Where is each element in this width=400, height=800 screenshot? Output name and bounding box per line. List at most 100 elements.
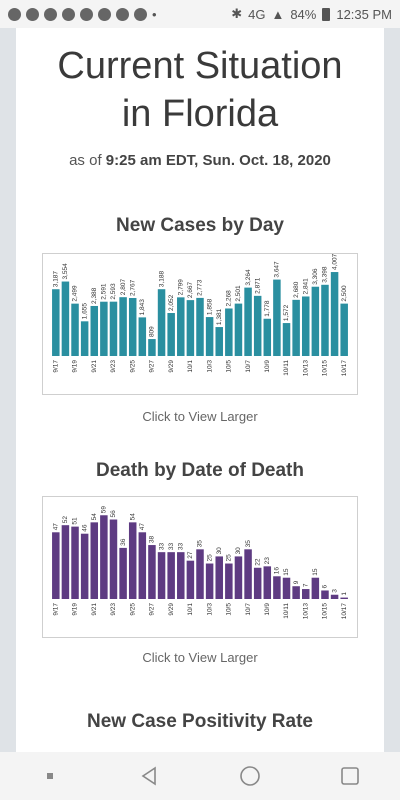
title-line-1: Current Situation bbox=[57, 45, 343, 87]
data-label-9/24: 36 bbox=[120, 538, 127, 546]
bar-10/3 bbox=[205, 317, 214, 356]
deaths-click-link[interactable]: Click to View Larger bbox=[142, 650, 258, 665]
bar-10/15 bbox=[321, 284, 329, 356]
bar-10/6 bbox=[234, 303, 243, 356]
data-label-10/14: 3,306 bbox=[312, 268, 319, 285]
new-cases-title: New Cases by Day bbox=[116, 215, 284, 236]
as-of-prefix: as of bbox=[69, 152, 106, 169]
bar-9/22 bbox=[100, 301, 108, 356]
data-label-10/7: 3,264 bbox=[245, 269, 252, 286]
data-label-10/11: 15 bbox=[283, 568, 290, 576]
overview-icon bbox=[341, 767, 359, 785]
bar-10/10 bbox=[273, 576, 281, 599]
system-indicators: ✱ 4G ▲ 84% 12:35 PM bbox=[231, 6, 392, 22]
data-label-9/20: 46 bbox=[81, 524, 88, 532]
x-tick-label-9/25: 9/25 bbox=[129, 360, 136, 373]
x-tick-label-9/17: 9/17 bbox=[53, 360, 60, 373]
data-label-9/24: 2,807 bbox=[120, 279, 127, 296]
bar-10/5 bbox=[225, 563, 233, 599]
x-tick-label-10/15: 10/15 bbox=[322, 360, 329, 377]
x-tick-label-10/3: 10/3 bbox=[206, 360, 213, 373]
data-label-9/26: 1,843 bbox=[139, 299, 146, 316]
bar-10/5 bbox=[225, 308, 233, 356]
app-icon bbox=[8, 7, 21, 21]
bar-10/9 bbox=[263, 318, 272, 356]
bar-10/16 bbox=[330, 594, 339, 599]
back-button[interactable] bbox=[130, 756, 170, 796]
bar-9/21 bbox=[90, 305, 99, 356]
bar-10/3 bbox=[205, 563, 214, 599]
x-tick-label-10/9: 10/9 bbox=[264, 603, 271, 616]
chrome-icon bbox=[98, 7, 111, 21]
bar-10/11 bbox=[282, 323, 291, 356]
bar-10/17 bbox=[340, 597, 348, 599]
bar-10/12 bbox=[292, 299, 300, 356]
home-button[interactable] bbox=[230, 756, 270, 796]
data-label-9/27: 809 bbox=[149, 326, 156, 337]
data-label-9/21: 54 bbox=[91, 513, 98, 521]
bar-9/23 bbox=[109, 519, 118, 599]
x-tick-label-10/11: 10/11 bbox=[283, 603, 290, 619]
data-label-10/3: 1,858 bbox=[206, 298, 213, 315]
data-label-10/16: 3 bbox=[331, 589, 338, 593]
data-label-10/4: 1,381 bbox=[216, 308, 223, 325]
bar-9/26 bbox=[138, 532, 147, 599]
data-label-10/7: 35 bbox=[245, 540, 252, 548]
new-cases-chart[interactable]: 3,187 3,554 2,499 1,655 2,388 2,591 2,593 2,807… bbox=[42, 253, 358, 395]
data-label-10/17: 1 bbox=[341, 592, 348, 596]
x-tick-label-10/13: 10/13 bbox=[302, 603, 309, 620]
data-label-9/28: 33 bbox=[158, 543, 165, 551]
bar-10/14 bbox=[311, 577, 320, 599]
as-of-time: 9:25 am EDT, Sun. Oct. 18, 2020 bbox=[105, 152, 331, 169]
overview-button[interactable] bbox=[330, 756, 370, 796]
data-label-10/15: 6 bbox=[322, 584, 329, 588]
data-label-10/16: 4,007 bbox=[331, 254, 338, 270]
page-title: Current Situation in Florida bbox=[16, 42, 384, 138]
deaths-chart[interactable]: 47 52 51 46 54 59 56 36 54 47 38 33 33 33 27 35 25 30 25 30… bbox=[42, 496, 358, 638]
bar-9/21 bbox=[90, 522, 99, 599]
bar-9/17 bbox=[52, 532, 60, 599]
data-label-9/20: 1,655 bbox=[81, 303, 88, 320]
x-tick-label-10/3: 10/3 bbox=[206, 603, 213, 616]
data-label-10/6: 2,501 bbox=[235, 285, 242, 302]
bar-10/1 bbox=[186, 560, 195, 599]
status-bar: • ✱ 4G ▲ 84% 12:35 PM bbox=[0, 0, 400, 28]
gallery-icon bbox=[134, 7, 147, 21]
data-label-10/13: 2,841 bbox=[302, 278, 309, 295]
data-label-9/19: 2,499 bbox=[72, 285, 79, 302]
bar-9/27 bbox=[148, 339, 156, 356]
recents-dot-button[interactable] bbox=[30, 756, 70, 796]
x-tick-label-10/1: 10/1 bbox=[187, 360, 194, 373]
x-tick-label-10/11: 10/11 bbox=[283, 360, 290, 376]
messenger-icon bbox=[80, 7, 93, 21]
bar-9/25 bbox=[128, 298, 137, 356]
bar-10/9 bbox=[263, 566, 272, 599]
x-tick-label-10/17: 10/17 bbox=[341, 603, 348, 620]
data-label-10/10: 16 bbox=[274, 567, 281, 575]
new-cases-click-link[interactable]: Click to View Larger bbox=[142, 409, 258, 424]
bar-10/11 bbox=[282, 577, 291, 599]
data-label-9/23: 2,593 bbox=[110, 283, 117, 300]
x-tick-label-10/15: 10/15 bbox=[322, 603, 329, 620]
app-icon bbox=[44, 7, 57, 21]
data-label-10/17: 2,500 bbox=[341, 285, 348, 302]
data-label-10/15: 3,398 bbox=[322, 266, 329, 283]
facebook-icon bbox=[62, 7, 75, 21]
bar-9/28 bbox=[157, 552, 166, 599]
more-icon: • bbox=[152, 6, 157, 22]
data-label-9/30: 33 bbox=[177, 543, 184, 551]
data-label-9/21: 2,388 bbox=[91, 287, 98, 304]
bar-10/4 bbox=[215, 327, 223, 356]
data-label-10/14: 15 bbox=[312, 568, 319, 576]
bar-9/24 bbox=[119, 297, 127, 356]
bar-9/30 bbox=[177, 297, 185, 356]
x-tick-label-9/19: 9/19 bbox=[72, 360, 79, 373]
data-label-10/11: 1,572 bbox=[283, 304, 290, 321]
bluetooth-icon: ✱ bbox=[231, 6, 243, 21]
data-label-9/29: 33 bbox=[168, 543, 175, 551]
app-icon bbox=[26, 7, 39, 21]
bar-10/4 bbox=[215, 556, 223, 599]
data-label-9/22: 59 bbox=[101, 506, 108, 514]
notification-icons: • bbox=[8, 7, 157, 22]
